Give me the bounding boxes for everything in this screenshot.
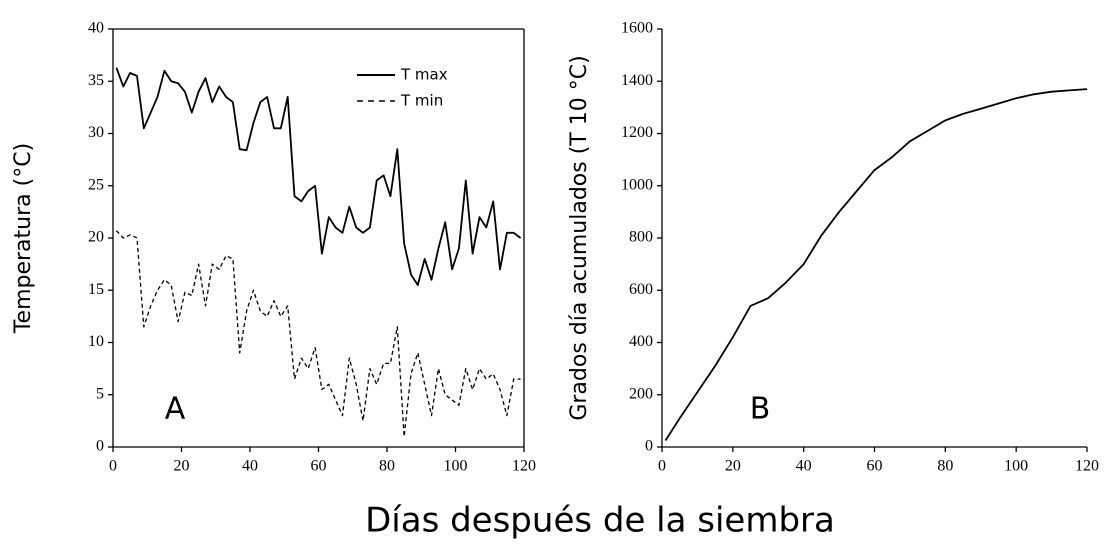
legend-label: T min xyxy=(400,92,443,110)
y-tick-label: 10 xyxy=(88,333,104,350)
series-line xyxy=(115,230,521,438)
y-tick-label: 5 xyxy=(96,385,104,402)
y-axis-label: Grados día acumulados (T 10 °C) xyxy=(567,55,592,420)
x-axis-label: Días después de la siembra xyxy=(365,501,835,541)
y-tick-label: 200 xyxy=(629,385,653,402)
x-tick-label: 80 xyxy=(937,458,953,475)
x-tick-label: 120 xyxy=(512,458,536,475)
y-tick-label: 20 xyxy=(88,229,104,246)
panel-label: B xyxy=(750,392,771,427)
y-tick-label: 0 xyxy=(645,438,653,455)
x-tick-label: 40 xyxy=(242,458,258,475)
y-tick-label: 400 xyxy=(629,333,653,350)
y-tick-label: 1600 xyxy=(621,20,653,37)
y-tick-label: 30 xyxy=(88,124,104,141)
x-tick-label: 120 xyxy=(1075,458,1099,475)
y-tick-label: 600 xyxy=(629,281,653,298)
y-tick-label: 1400 xyxy=(621,72,653,89)
y-tick-label: 35 xyxy=(88,72,104,89)
x-tick-label: 20 xyxy=(725,458,741,475)
x-tick-label: 100 xyxy=(444,458,468,475)
series-line xyxy=(115,67,522,286)
x-tick-label: 0 xyxy=(109,458,117,475)
series-line xyxy=(664,88,1088,441)
x-tick-label: 60 xyxy=(867,458,883,475)
x-tick-label: 20 xyxy=(174,458,190,475)
y-tick-label: 25 xyxy=(88,176,104,193)
x-tick-label: 80 xyxy=(379,458,395,475)
y-axis-label: Temperatura (°C) xyxy=(11,143,36,334)
y-tick-label: 800 xyxy=(629,229,653,246)
y-tick-label: 0 xyxy=(96,438,104,455)
x-tick-label: 100 xyxy=(1004,458,1028,475)
y-tick-label: 1200 xyxy=(621,124,653,141)
x-tick-label: 40 xyxy=(796,458,812,475)
y-tick-label: 15 xyxy=(88,281,104,298)
x-tick-label: 60 xyxy=(311,458,327,475)
panel-label: A xyxy=(165,392,186,427)
y-tick-label: 1000 xyxy=(621,176,653,193)
legend-label: T max xyxy=(400,66,448,84)
y-tick-label: 40 xyxy=(88,20,104,37)
x-tick-label: 0 xyxy=(658,458,666,475)
